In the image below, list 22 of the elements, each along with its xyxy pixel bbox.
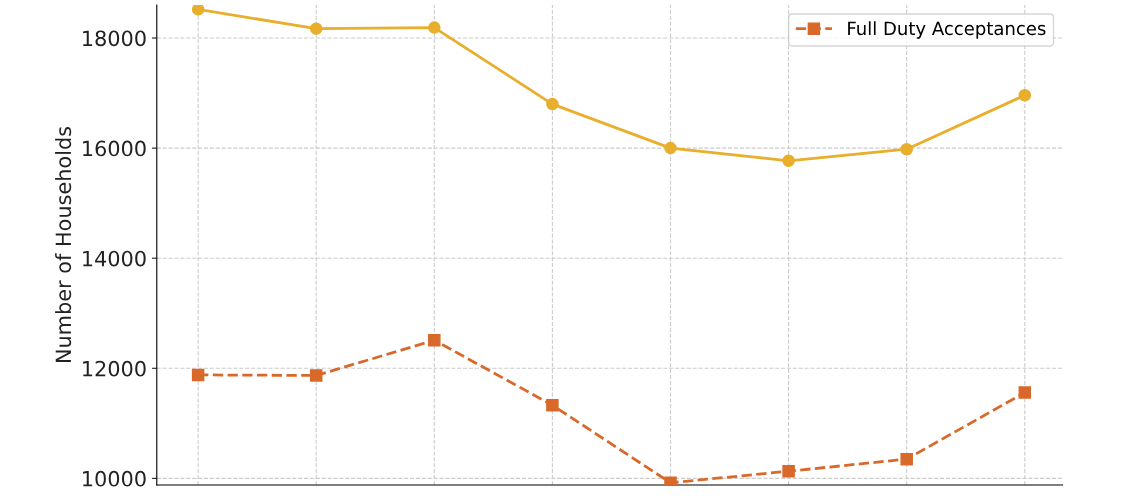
point <box>900 142 913 156</box>
point <box>1018 89 1032 102</box>
point <box>664 141 677 155</box>
point <box>191 368 205 382</box>
point <box>428 21 441 34</box>
point <box>900 452 913 466</box>
point <box>1018 386 1032 399</box>
point <box>782 464 795 478</box>
point <box>782 154 795 168</box>
y-tick-label: 14000 <box>83 250 146 267</box>
point <box>546 97 559 111</box>
y-tick-label: 10000 <box>83 470 146 487</box>
y-axis-title: Number of Households <box>55 126 72 363</box>
point <box>191 5 205 16</box>
legend-label: Full Duty Acceptances <box>848 21 1046 39</box>
point <box>428 333 441 347</box>
point <box>309 22 323 35</box>
y-tick-label: 12000 <box>83 360 146 377</box>
point <box>309 369 323 382</box>
y-tick-label: 16000 <box>83 140 146 157</box>
point <box>546 398 559 412</box>
y-tick-label: 18000 <box>83 30 146 47</box>
